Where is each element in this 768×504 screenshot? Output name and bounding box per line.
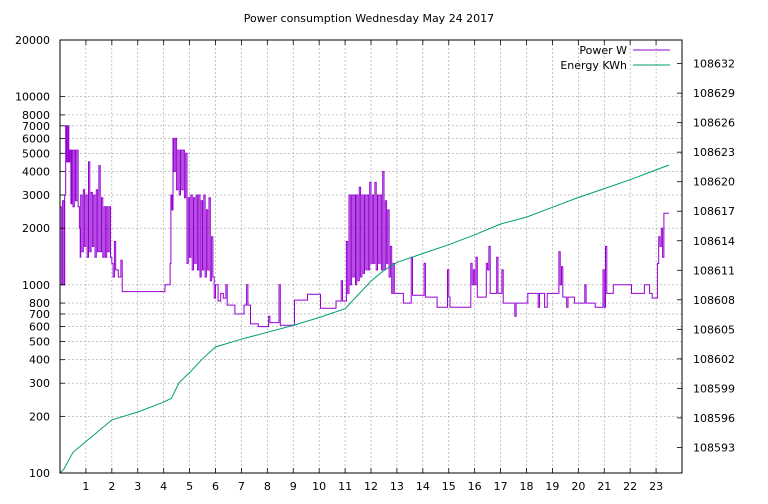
y-tick-label: 3000 [22,189,50,202]
x-tick-label: 7 [238,480,245,493]
x-tick-label: 15 [442,480,456,493]
y-tick-label: 100 [29,467,50,480]
x-tick-label: 22 [623,480,637,493]
y-tick-label: 5000 [22,147,50,160]
power-w-series-line [60,125,669,328]
y2-tick-label: 108614 [693,235,735,248]
y-tick-label: 8000 [22,109,50,122]
y-tick-label: 2000 [22,222,50,235]
y-tick-label: 6000 [22,132,50,145]
y-tick-label: 800 [29,297,50,310]
axis-layer: 1 2 3 4 5 6 7 8 9 10 11 12 13 14 15 16 17 18 19 20 21 22 23100… [15,34,735,493]
grid-layer [60,39,682,474]
x-tick-label: 19 [545,480,559,493]
x-tick-label: 10 [312,480,326,493]
y2-tick-label: 108593 [693,441,735,454]
y2-tick-label: 108605 [693,323,735,336]
x-tick-label: 4 [160,480,167,493]
x-tick-label: 2 [108,480,115,493]
y2-tick-label: 108599 [693,382,735,395]
y2-tick-label: 108596 [693,412,735,425]
y2-tick-label: 108608 [693,294,735,307]
y-tick-label: 1000 [22,279,50,292]
x-tick-label: 8 [264,480,271,493]
legend: Power W Energy KWh [560,44,670,72]
y-tick-label: 20000 [15,34,50,47]
y2-tick-label: 108623 [693,146,735,159]
legend-label: Energy KWh [560,59,627,72]
x-tick-label: 3 [134,480,141,493]
x-tick-label: 16 [468,480,482,493]
x-tick-label: 21 [597,480,611,493]
legend-label: Power W [579,44,627,57]
x-tick-label: 18 [520,480,534,493]
y-tick-label: 600 [29,321,50,334]
y2-tick-label: 108629 [693,87,735,100]
y-tick-label: 400 [29,354,50,367]
x-tick-label: 23 [649,480,663,493]
y-tick-label: 200 [29,410,50,423]
x-tick-label: 1 [82,480,89,493]
y-tick-label: 700 [29,308,50,321]
x-tick-label: 9 [290,480,297,493]
y2-tick-label: 108626 [693,117,735,130]
y2-tick-label: 108632 [693,58,735,71]
x-tick-label: 17 [494,480,508,493]
y-tick-label: 4000 [22,166,50,179]
x-tick-label: 13 [390,480,404,493]
energy-kwh-series-line [59,164,670,474]
y2-tick-label: 108611 [693,264,735,277]
x-tick-label: 5 [186,480,193,493]
y2-tick-label: 108617 [693,205,735,218]
x-tick-label: 11 [338,480,352,493]
y-tick-label: 10000 [15,91,50,104]
x-tick-label: 6 [212,480,219,493]
y-tick-label: 500 [29,335,50,348]
y-tick-label: 7000 [22,120,50,133]
series-layer [59,125,670,474]
x-tick-label: 14 [416,480,430,493]
x-tick-label: 20 [571,480,585,493]
y2-tick-label: 108620 [693,176,735,189]
x-tick-label: 12 [364,480,378,493]
y2-tick-label: 108602 [693,353,735,366]
y-tick-label: 300 [29,377,50,390]
chart-title: Power consumption Wednesday May 24 2017 [244,12,494,25]
